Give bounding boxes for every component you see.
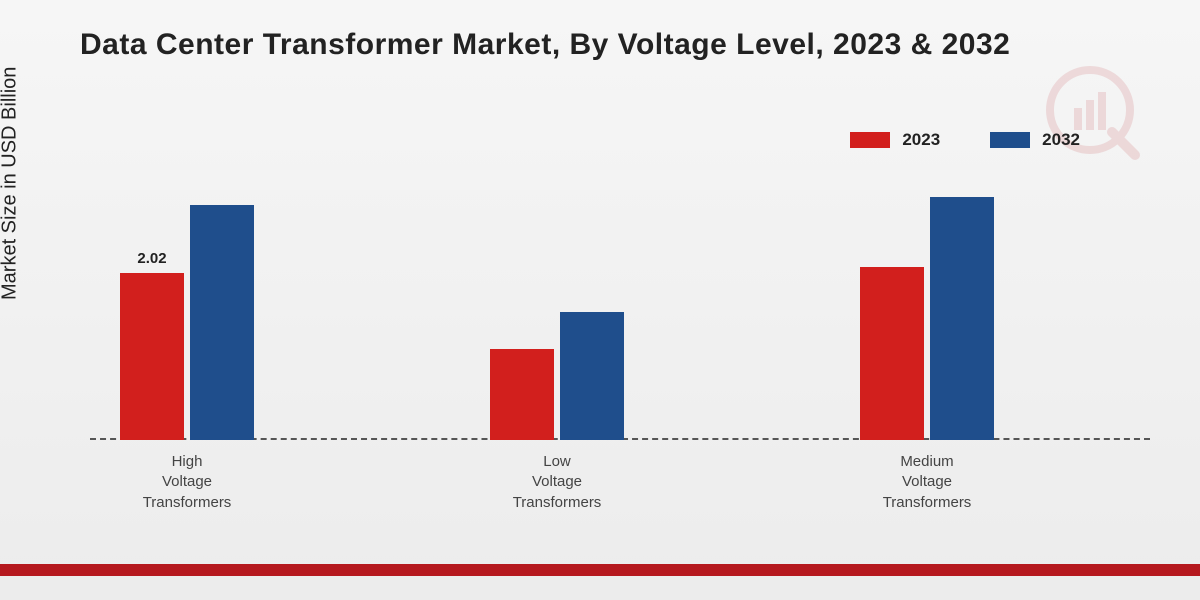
bar-2032 bbox=[930, 197, 994, 440]
bar-2032 bbox=[560, 312, 624, 440]
plot-area: 2.02High Voltage Transformers Low Voltage… bbox=[90, 110, 1150, 440]
bar-2023 bbox=[860, 267, 924, 440]
bar-group: Low Voltage Transformers bbox=[490, 110, 624, 440]
bar-2032 bbox=[190, 205, 254, 440]
bar-group: Medium Voltage Transformers bbox=[860, 110, 994, 440]
chart-title: Data Center Transformer Market, By Volta… bbox=[80, 28, 1010, 62]
footer-accent-bar bbox=[0, 564, 1200, 576]
category-label: Medium Voltage Transformers bbox=[883, 440, 972, 513]
y-axis-label: Market Size in USD Billion bbox=[0, 67, 22, 300]
bar-2023 bbox=[490, 349, 554, 440]
bar-2023 bbox=[120, 273, 184, 440]
bar-group: 2.02High Voltage Transformers bbox=[120, 110, 254, 440]
category-label: Low Voltage Transformers bbox=[513, 440, 602, 513]
category-label: High Voltage Transformers bbox=[143, 440, 232, 513]
bar-value-label: 2.02 bbox=[137, 250, 166, 267]
